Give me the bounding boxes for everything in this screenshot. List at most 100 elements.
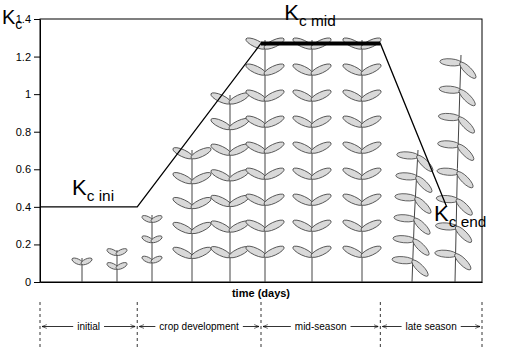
annotation: Kc ini — [72, 175, 114, 204]
annotation-sub: c ini — [87, 187, 114, 204]
plant-leaf — [263, 218, 286, 234]
y-tick-label: 0.6 — [16, 163, 31, 175]
plant-leaf — [171, 145, 194, 161]
plant-leaf — [209, 219, 232, 235]
plant — [244, 36, 285, 282]
plant-leaf — [360, 218, 383, 234]
plant-leaf — [310, 114, 333, 130]
plant-leaf — [413, 195, 434, 216]
plant-leaf — [263, 244, 286, 260]
y-tick: 0.4 — [16, 201, 40, 213]
stage-boundary — [137, 302, 138, 347]
plant-leaf — [438, 113, 461, 122]
plant-leaf — [396, 172, 419, 181]
y-tick-mark — [34, 207, 40, 208]
plant-leaf — [412, 216, 433, 237]
plant-leaf — [190, 145, 213, 161]
y-axis-line — [40, 20, 41, 283]
annotation: Kc end — [434, 201, 486, 230]
plant-leaf — [291, 244, 314, 260]
plant-leaf — [209, 167, 232, 183]
plant-leaf — [411, 237, 432, 258]
plant-leaf — [244, 166, 267, 182]
plant-stem — [192, 150, 193, 282]
annotation-sub: c end — [449, 213, 487, 230]
plant-leaf — [209, 116, 232, 132]
plant — [171, 145, 212, 282]
plant-leaf — [291, 114, 314, 130]
y-tick-label: 0.8 — [16, 126, 31, 138]
plant-leaf — [190, 195, 213, 211]
plant-leaf — [440, 58, 463, 67]
y-axis-title-main: K — [2, 6, 16, 28]
plant-leaf — [414, 174, 435, 195]
plant-leaf — [310, 218, 333, 234]
plant-leaf — [291, 140, 314, 156]
plant-leaf — [244, 62, 267, 78]
plant-leaf — [360, 62, 383, 78]
plant-leaf — [310, 244, 333, 260]
stage-boundary — [261, 302, 262, 347]
y-axis-title-sub: c — [15, 16, 22, 32]
stage-label: mid-season — [295, 321, 347, 332]
plant — [392, 150, 435, 282]
y-tick-mark — [34, 19, 40, 20]
y-tick-mark — [34, 94, 40, 95]
plant-leaf — [453, 251, 474, 272]
y-tick: 1 — [25, 88, 40, 100]
plant-leaf — [310, 88, 333, 104]
plant — [434, 55, 478, 282]
annotation: Kc mid — [284, 0, 335, 29]
stage-arrow — [382, 326, 401, 327]
plant-leaf — [263, 88, 286, 104]
x-axis-line — [41, 282, 483, 283]
plant-leaf — [209, 142, 232, 158]
plant-leaf — [171, 195, 194, 211]
annotation-main: K — [434, 201, 449, 226]
plant-leaf — [360, 166, 383, 182]
plant-leaf — [410, 258, 431, 279]
y-tick: 1.2 — [16, 51, 40, 63]
x-axis-title: time (days) — [232, 287, 290, 299]
plant-leaf — [190, 245, 213, 261]
plant-leaf — [209, 193, 232, 209]
plant — [106, 247, 128, 282]
stage-arrow — [104, 326, 135, 327]
plant-leaf — [150, 214, 163, 224]
plant-leaf — [291, 88, 314, 104]
plant-leaf — [394, 214, 417, 223]
plant-leaf — [437, 167, 460, 176]
annotation-sub: c mid — [299, 12, 336, 29]
plant — [71, 257, 93, 282]
plant-leaf — [291, 192, 314, 208]
plant — [341, 36, 382, 282]
plant-leaf — [360, 114, 383, 130]
plant-leaf — [80, 257, 93, 267]
y-tick-mark — [34, 57, 40, 58]
plant-leaf — [244, 140, 267, 156]
plant-leaf — [457, 87, 478, 108]
plant-leaf — [341, 114, 364, 130]
plant-leaf — [291, 218, 314, 234]
stage-boundary — [482, 302, 483, 347]
x-axis — [41, 282, 483, 283]
plant-leaf — [190, 170, 213, 186]
stage-label: late season — [406, 321, 457, 332]
y-tick-label: 1.2 — [16, 51, 31, 63]
chart: 00.20.40.60.811.21.4KcKc iniKc midKc end… — [0, 0, 515, 355]
plant-leaf — [291, 166, 314, 182]
stage-boundary — [380, 302, 381, 347]
plant-leaf — [392, 256, 415, 265]
plant-leaf — [244, 114, 267, 130]
plant-leaf — [115, 247, 128, 257]
stage-label: crop development — [159, 321, 239, 332]
plant-leaf — [341, 192, 364, 208]
plant-leaf — [393, 235, 416, 244]
kc-line — [40, 43, 447, 206]
plant-leaf — [360, 88, 383, 104]
plant-leaf — [244, 218, 267, 234]
plant-leaf — [360, 244, 383, 260]
plant-leaf — [434, 249, 457, 258]
stage-arrow — [351, 326, 379, 327]
y-axis: 00.20.40.60.811.21.4 — [16, 13, 41, 288]
